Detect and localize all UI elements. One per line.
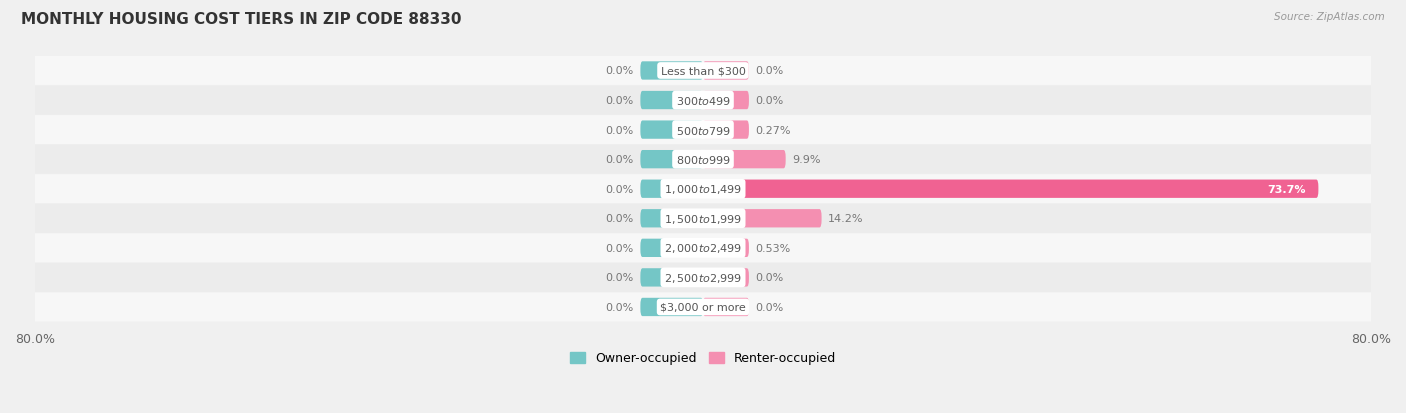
FancyBboxPatch shape — [27, 263, 1379, 292]
Text: 14.2%: 14.2% — [828, 214, 863, 224]
Text: $1,500 to $1,999: $1,500 to $1,999 — [664, 212, 742, 225]
Text: $300 to $499: $300 to $499 — [675, 95, 731, 107]
FancyBboxPatch shape — [640, 62, 703, 81]
FancyBboxPatch shape — [703, 92, 749, 110]
Text: Less than $300: Less than $300 — [661, 66, 745, 76]
Text: $2,500 to $2,999: $2,500 to $2,999 — [664, 271, 742, 284]
FancyBboxPatch shape — [703, 239, 749, 257]
Text: 0.0%: 0.0% — [606, 125, 634, 135]
Text: 0.0%: 0.0% — [606, 155, 634, 165]
Text: MONTHLY HOUSING COST TIERS IN ZIP CODE 88330: MONTHLY HOUSING COST TIERS IN ZIP CODE 8… — [21, 12, 461, 27]
Text: 0.0%: 0.0% — [606, 214, 634, 224]
FancyBboxPatch shape — [640, 268, 703, 287]
Text: 0.0%: 0.0% — [606, 184, 634, 194]
Text: $2,000 to $2,499: $2,000 to $2,499 — [664, 242, 742, 255]
Text: 0.0%: 0.0% — [606, 66, 634, 76]
FancyBboxPatch shape — [27, 86, 1379, 115]
FancyBboxPatch shape — [703, 180, 1319, 198]
FancyBboxPatch shape — [703, 298, 749, 316]
Text: $800 to $999: $800 to $999 — [675, 154, 731, 166]
FancyBboxPatch shape — [703, 210, 821, 228]
FancyBboxPatch shape — [27, 293, 1379, 322]
FancyBboxPatch shape — [27, 204, 1379, 233]
FancyBboxPatch shape — [703, 268, 749, 287]
Text: 0.0%: 0.0% — [755, 96, 785, 106]
Text: 0.0%: 0.0% — [606, 302, 634, 312]
Text: 0.53%: 0.53% — [755, 243, 790, 253]
FancyBboxPatch shape — [703, 121, 749, 140]
Text: 0.0%: 0.0% — [606, 273, 634, 283]
Text: 0.0%: 0.0% — [606, 243, 634, 253]
FancyBboxPatch shape — [27, 116, 1379, 145]
FancyBboxPatch shape — [27, 175, 1379, 204]
FancyBboxPatch shape — [640, 121, 703, 140]
Text: 9.9%: 9.9% — [793, 155, 821, 165]
Text: $500 to $799: $500 to $799 — [675, 124, 731, 136]
Legend: Owner-occupied, Renter-occupied: Owner-occupied, Renter-occupied — [565, 347, 841, 370]
Text: 0.0%: 0.0% — [755, 302, 785, 312]
FancyBboxPatch shape — [640, 298, 703, 316]
Text: 73.7%: 73.7% — [1267, 184, 1306, 194]
Text: $1,000 to $1,499: $1,000 to $1,499 — [664, 183, 742, 196]
FancyBboxPatch shape — [703, 151, 786, 169]
FancyBboxPatch shape — [640, 92, 703, 110]
FancyBboxPatch shape — [27, 57, 1379, 86]
Text: 0.27%: 0.27% — [755, 125, 792, 135]
FancyBboxPatch shape — [640, 151, 703, 169]
Text: Source: ZipAtlas.com: Source: ZipAtlas.com — [1274, 12, 1385, 22]
FancyBboxPatch shape — [27, 145, 1379, 174]
FancyBboxPatch shape — [640, 210, 703, 228]
FancyBboxPatch shape — [27, 234, 1379, 263]
Text: $3,000 or more: $3,000 or more — [661, 302, 745, 312]
FancyBboxPatch shape — [640, 180, 703, 198]
FancyBboxPatch shape — [640, 239, 703, 257]
Text: 0.0%: 0.0% — [606, 96, 634, 106]
Text: 0.0%: 0.0% — [755, 273, 785, 283]
Text: 0.0%: 0.0% — [755, 66, 785, 76]
FancyBboxPatch shape — [703, 62, 749, 81]
